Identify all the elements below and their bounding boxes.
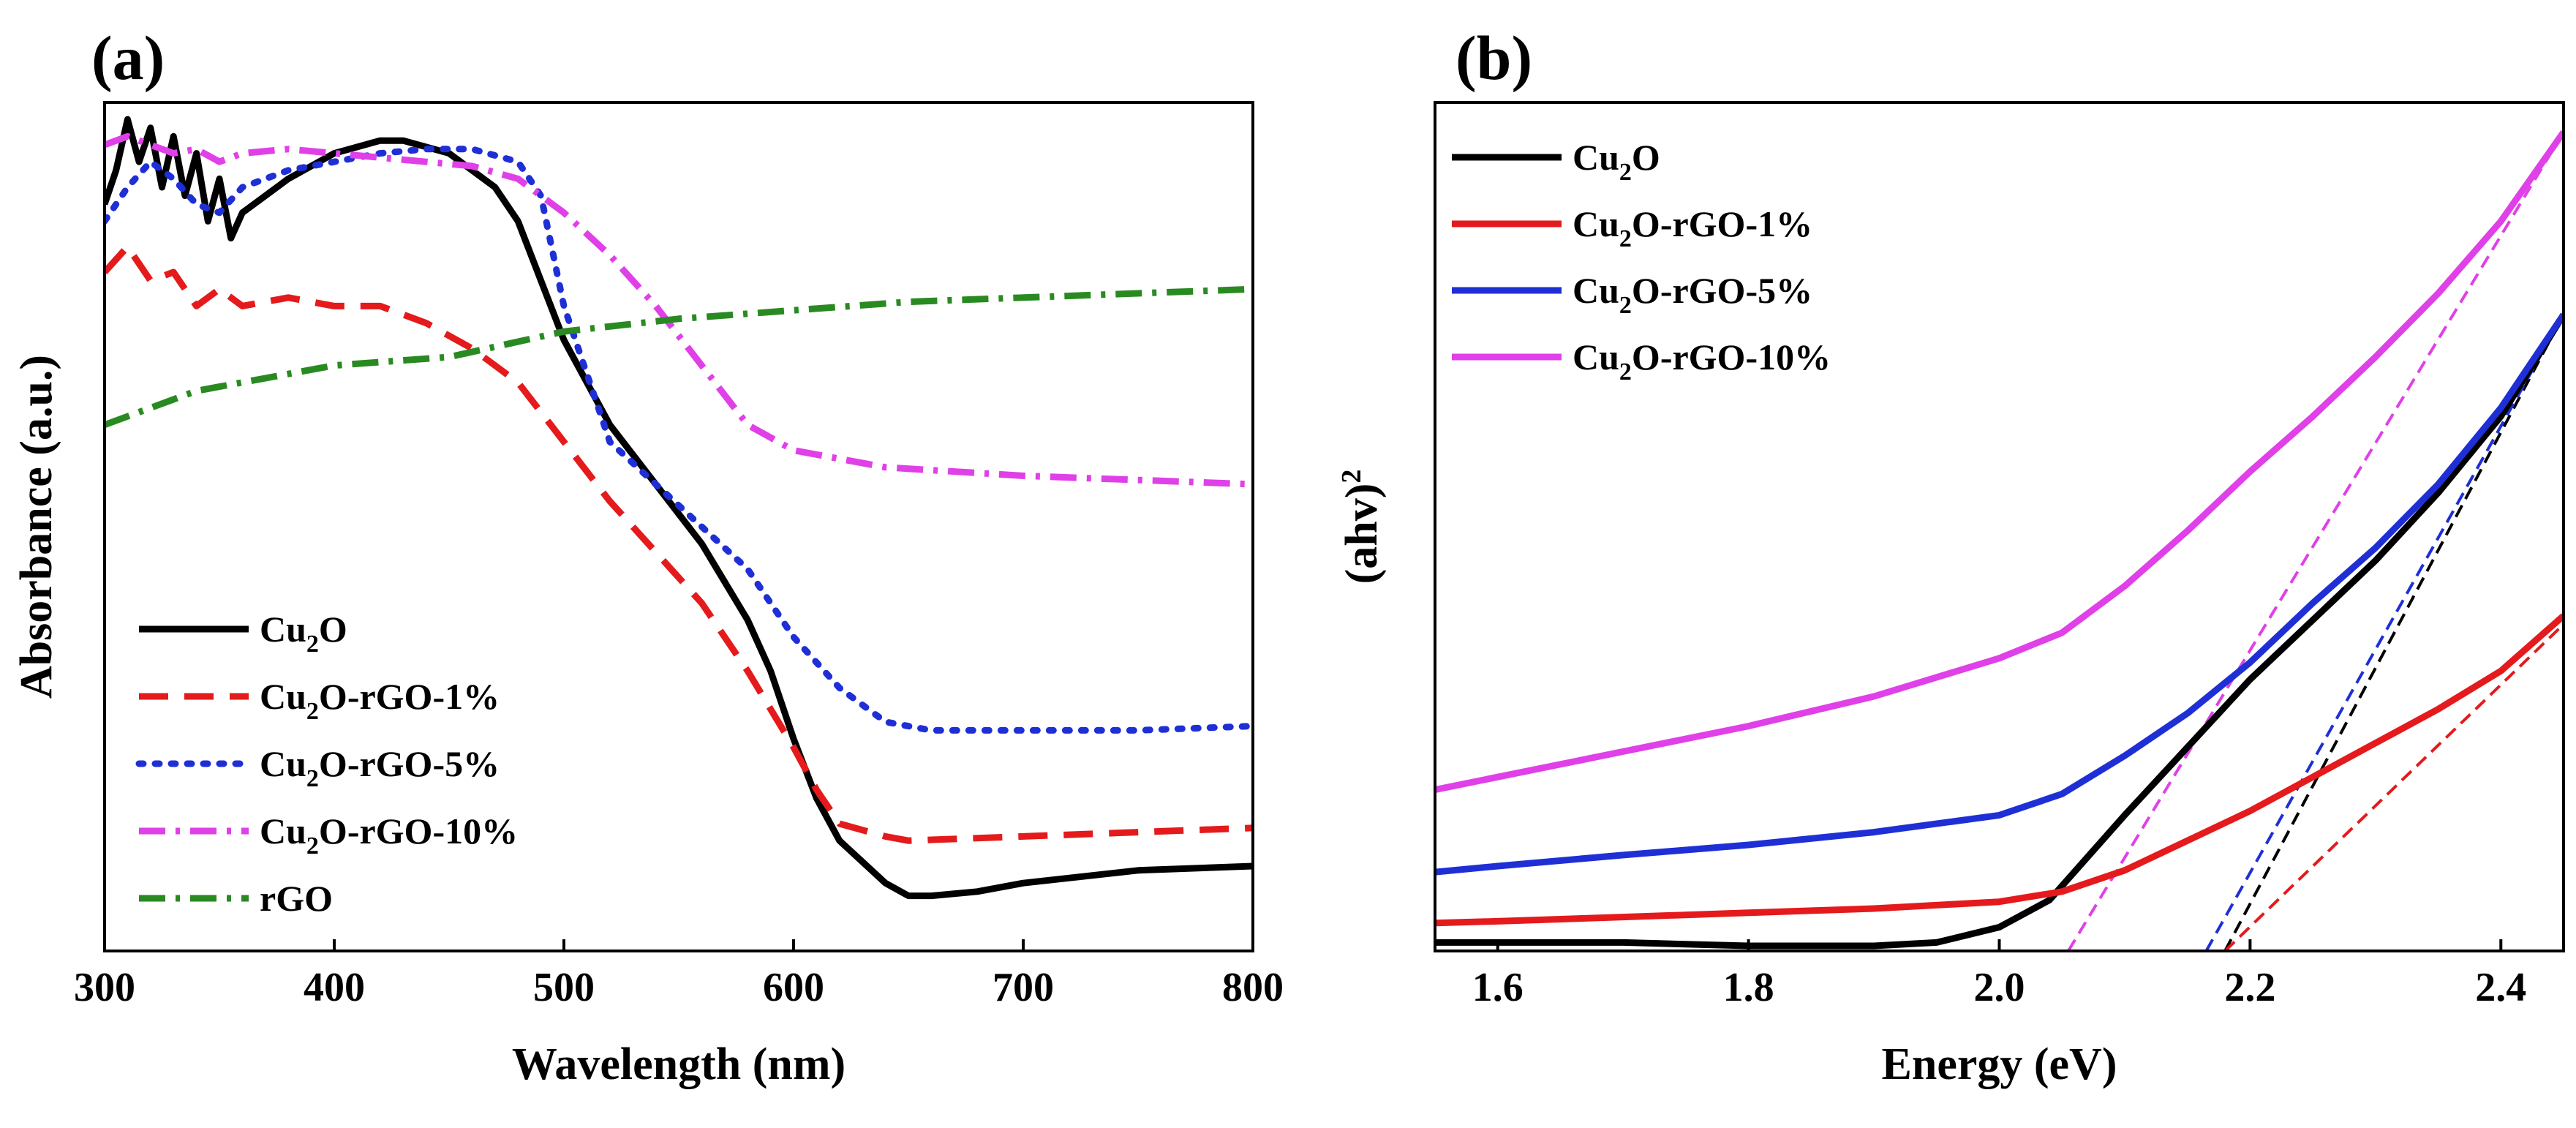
legend-label-0: Cu2O bbox=[1573, 137, 1660, 186]
legend-label-2: Cu2O-rGO-5% bbox=[260, 743, 500, 792]
plot-area bbox=[1435, 130, 2564, 951]
legend: Cu2O Cu2O-rGO-1% Cu2O-rGO-5% Cu2O-rGO-10% bbox=[1452, 137, 1831, 386]
x-tick-label: 2.2 bbox=[2224, 965, 2275, 1010]
x-tick-label: 2.4 bbox=[2475, 965, 2526, 1010]
x-tick-label: 400 bbox=[304, 965, 365, 1010]
plot-frame bbox=[103, 101, 1254, 952]
panel-a: (a) 300 400 500 600 700 800 Wavelength (nm) Abso… bbox=[12, 23, 1284, 1089]
x-tick-label: 300 bbox=[74, 965, 135, 1010]
series-line-3 bbox=[105, 132, 1253, 488]
series-line-1 bbox=[1435, 613, 2564, 927]
legend-label-0: Cu2O bbox=[260, 609, 347, 658]
panel-label: (b) bbox=[1455, 23, 1532, 93]
legend-label-1: Cu2O-rGO-1% bbox=[1573, 203, 1812, 252]
x-tick-label: 600 bbox=[763, 965, 824, 1010]
tangent-line-3 bbox=[2067, 131, 2564, 951]
series-line-0 bbox=[1435, 312, 2564, 950]
x-tick-label: 1.8 bbox=[1723, 965, 1774, 1010]
series-line-1 bbox=[105, 243, 1253, 844]
x-axis-label: Wavelength (nm) bbox=[512, 1039, 846, 1089]
x-tick-label: 700 bbox=[993, 965, 1054, 1010]
legend-label-3: Cu2O-rGO-10% bbox=[260, 811, 518, 860]
y-axis-label: (ahv)2 bbox=[1336, 470, 1387, 584]
plot-area bbox=[105, 116, 1253, 900]
x-axis-label: Energy (eV) bbox=[1882, 1039, 2117, 1089]
series-line-2 bbox=[105, 146, 1253, 734]
series-line-4 bbox=[105, 285, 1253, 429]
series-line-0 bbox=[105, 116, 1253, 900]
legend-label-3: Cu2O-rGO-10% bbox=[1573, 336, 1831, 386]
panel-label: (a) bbox=[91, 23, 165, 93]
x-tick-label: 2.0 bbox=[1974, 965, 2025, 1010]
x-tick-label: 500 bbox=[533, 965, 595, 1010]
legend-label-1: Cu2O-rGO-1% bbox=[260, 676, 500, 725]
tangent-line-0 bbox=[2223, 314, 2564, 951]
tangent-line-1 bbox=[2223, 623, 2564, 951]
series-line-2 bbox=[1435, 312, 2564, 876]
series-line-3 bbox=[1435, 130, 2564, 794]
y-axis-label: Absorbance (a.u.) bbox=[12, 355, 61, 699]
legend: Cu2O Cu2O-rGO-1% Cu2O-rGO-5% Cu2O-rGO-10% rG… bbox=[135, 609, 518, 919]
x-tick-label: 800 bbox=[1222, 965, 1284, 1010]
x-tick-label: 1.6 bbox=[1472, 965, 1524, 1010]
legend-label-2: Cu2O-rGO-5% bbox=[1573, 270, 1812, 319]
legend-label-4: rGO bbox=[260, 878, 333, 919]
